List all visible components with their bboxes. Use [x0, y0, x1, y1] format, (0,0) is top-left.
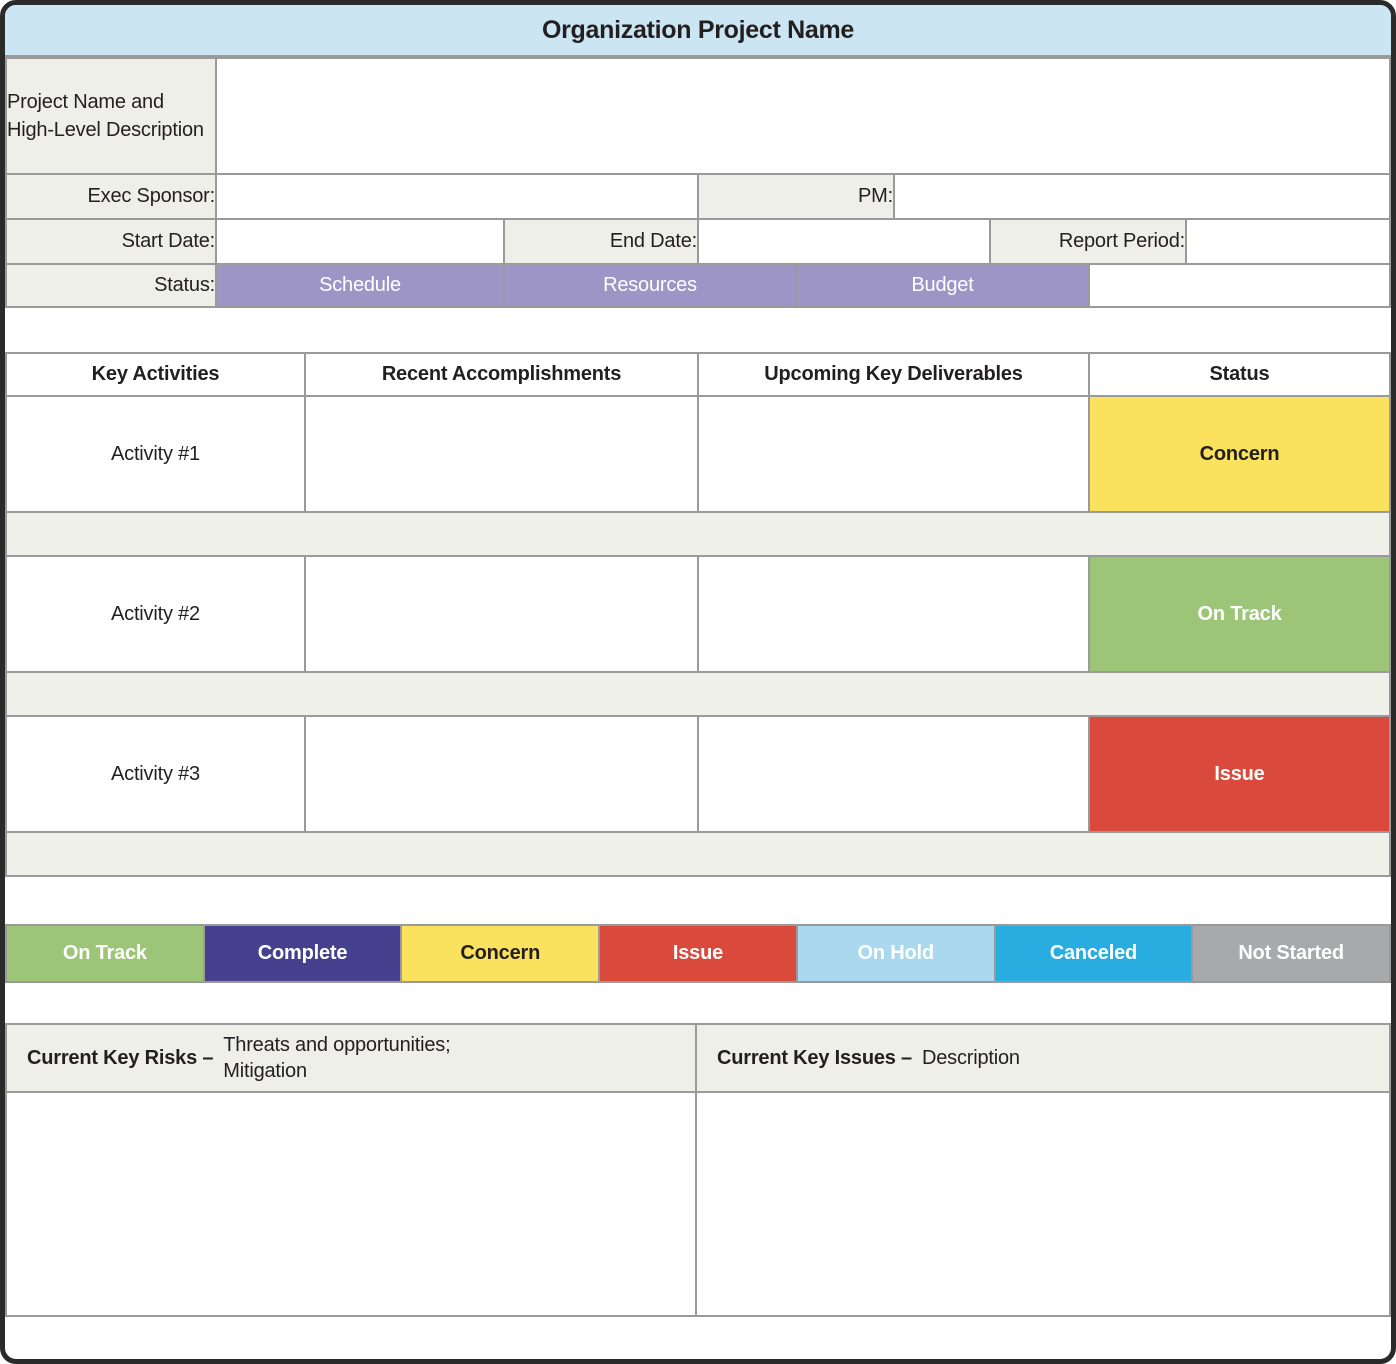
current-key-issues-header: Current Key Issues – Description [695, 1023, 1391, 1093]
activities-header-row: Key Activities Recent Accomplishments Up… [5, 352, 1391, 397]
spacer-gap [5, 983, 1391, 1023]
col-header-key-activities: Key Activities [5, 352, 306, 397]
activity-row: Activity #2 On Track [5, 555, 1391, 673]
status-pill-budget: Budget [795, 263, 1090, 308]
status-legend: On Track Complete Concern Issue On Hold … [5, 924, 1391, 983]
legend-canceled: Canceled [993, 924, 1194, 983]
issues-description: Description [921, 1047, 1020, 1069]
status-pill-resources: Resources [503, 263, 797, 308]
accomplishments-input[interactable] [304, 715, 699, 833]
report-period-label: Report Period: [989, 218, 1187, 265]
status-badge[interactable]: On Track [1088, 555, 1391, 673]
spacer-gap [5, 308, 1391, 352]
deliverables-input[interactable] [697, 395, 1090, 513]
activity-row: Activity #1 Concern [5, 395, 1391, 513]
exec-sponsor-input[interactable] [215, 173, 699, 220]
legend-complete: Complete [202, 924, 403, 983]
pm-label: PM: [697, 173, 895, 220]
spacer-gap [5, 877, 1391, 924]
risks-description: Threats and opportunities; Mitigation [223, 1034, 451, 1082]
activity-name: Activity #1 [5, 395, 306, 513]
accomplishments-input[interactable] [304, 395, 699, 513]
deliverables-input[interactable] [697, 715, 1090, 833]
issues-label: Current Key Issues – [717, 1046, 912, 1069]
status-label: Status: [5, 263, 217, 308]
report-period-input[interactable] [1185, 218, 1391, 265]
col-header-recent-accomplishments: Recent Accomplishments [304, 352, 699, 397]
exec-sponsor-label: Exec Sponsor: [5, 173, 217, 220]
legend-on-hold: On Hold [795, 924, 996, 983]
activity-row: Activity #3 Issue [5, 715, 1391, 833]
start-date-label: Start Date: [5, 218, 217, 265]
issues-input[interactable] [695, 1091, 1391, 1317]
activity-name: Activity #3 [5, 715, 306, 833]
legend-not-started: Not Started [1191, 924, 1391, 983]
project-info-table: Project Name and High-Level Description … [5, 57, 1391, 308]
risks-issues-header-row: Current Key Risks – Threats and opportun… [5, 1023, 1391, 1093]
legend-concern: Concern [400, 924, 601, 983]
status-extra-cell [1088, 263, 1391, 308]
legend-row: On Track Complete Concern Issue On Hold … [5, 924, 1391, 983]
spacer-row [5, 831, 1391, 877]
key-activities-table: Key Activities Recent Accomplishments Up… [5, 352, 1391, 877]
legend-issue: Issue [598, 924, 798, 983]
current-key-risks-header: Current Key Risks – Threats and opportun… [5, 1023, 697, 1093]
col-header-status: Status [1088, 352, 1391, 397]
accomplishments-input[interactable] [304, 555, 699, 673]
start-date-input[interactable] [215, 218, 505, 265]
status-badge[interactable]: Issue [1088, 715, 1391, 833]
legend-on-track: On Track [5, 924, 205, 983]
risks-label: Current Key Risks – [27, 1046, 214, 1069]
spacer-row [5, 511, 1391, 557]
activity-name: Activity #2 [5, 555, 306, 673]
page-title: Organization Project Name [5, 5, 1391, 57]
col-header-upcoming-deliverables: Upcoming Key Deliverables [697, 352, 1090, 397]
end-date-label: End Date: [503, 218, 699, 265]
end-date-input[interactable] [697, 218, 991, 265]
risks-issues-content-row [5, 1091, 1391, 1317]
deliverables-input[interactable] [697, 555, 1090, 673]
status-pill-schedule: Schedule [215, 263, 505, 308]
pm-input[interactable] [893, 173, 1391, 220]
project-description-label: Project Name and High-Level Description [5, 57, 217, 175]
spacer-row [5, 671, 1391, 717]
project-description-input[interactable] [215, 57, 1391, 175]
status-badge[interactable]: Concern [1088, 395, 1391, 513]
risks-issues-table: Current Key Risks – Threats and opportun… [5, 1023, 1391, 1317]
risks-input[interactable] [5, 1091, 697, 1317]
